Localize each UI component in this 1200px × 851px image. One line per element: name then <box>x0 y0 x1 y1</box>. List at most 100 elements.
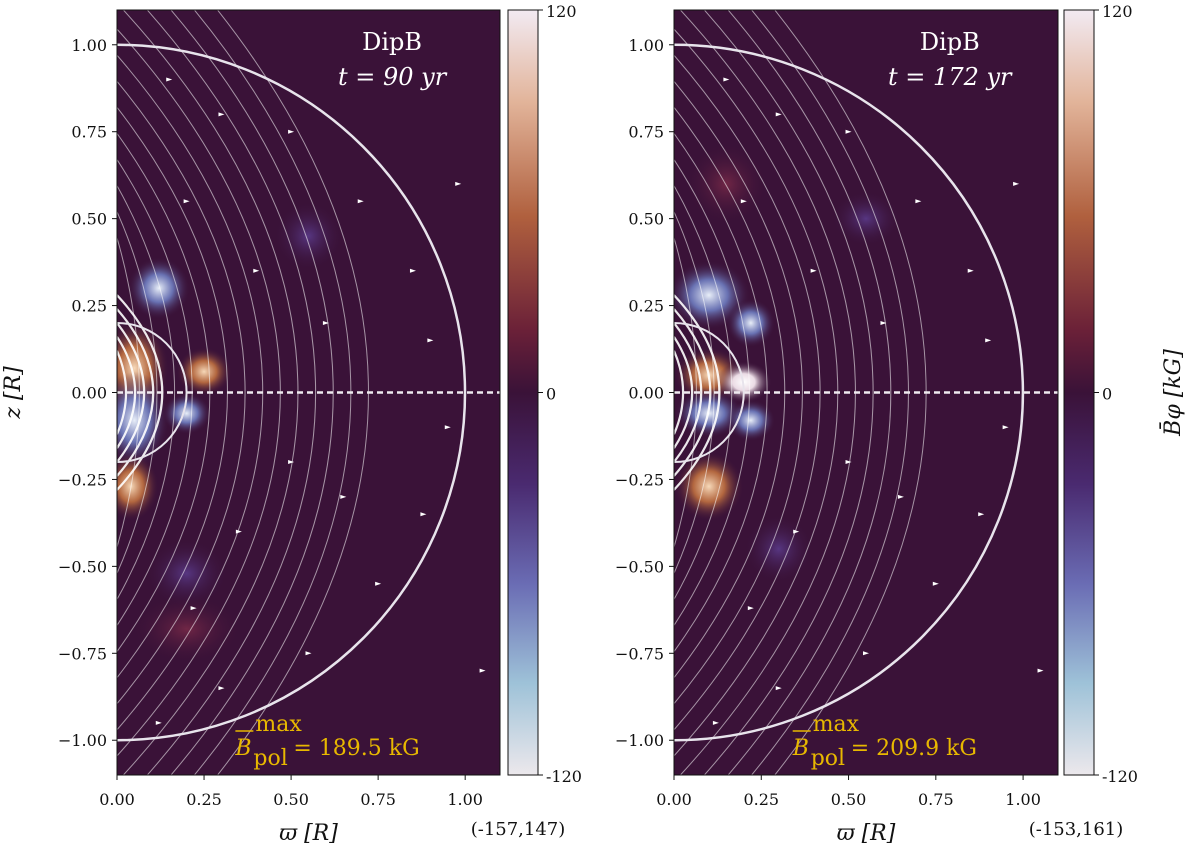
panel-1: 0.00 0.25 0.50 0.75 1.00 1.00 0.75 0.50 0.25 0.00… <box>1 2 582 846</box>
field-arrow <box>253 268 260 273</box>
y-tick-label: −1.00 <box>615 731 664 750</box>
field-arrow <box>845 129 852 134</box>
colorbar-tick-label: -120 <box>1102 767 1138 786</box>
field-layer <box>117 10 500 775</box>
field-blob <box>743 514 814 584</box>
y-tick-label: 1.00 <box>71 36 107 55</box>
field-line <box>170 10 334 775</box>
field-line <box>117 308 155 477</box>
colorbar-tick-label: -120 <box>546 767 582 786</box>
bpol-symbol: B <box>234 736 251 761</box>
case-label: DipB <box>362 28 422 56</box>
panel-2: 0.00 0.25 0.50 0.75 1.00 1.00 0.75 0.50 0.25 0.00… <box>615 2 1186 846</box>
field-arrow <box>845 460 852 465</box>
y-tick-label: 0.75 <box>628 123 664 142</box>
field-arrow <box>288 129 295 134</box>
field-arrow <box>322 320 329 325</box>
y-tick-label: 0.00 <box>628 384 664 403</box>
bpol-superscript: max <box>813 712 860 737</box>
field-arrow <box>747 606 754 611</box>
field-line <box>674 308 712 477</box>
y-tick-label: 0.25 <box>628 297 664 316</box>
field-line <box>146 10 316 775</box>
field-line <box>117 185 176 600</box>
y-tick-label: 0.50 <box>71 210 107 229</box>
field-blob <box>127 256 191 320</box>
bpol-value: = 209.9 kG <box>851 736 977 761</box>
field-arrow <box>932 581 939 586</box>
field-blob <box>831 190 901 247</box>
y-tick-label: 0.00 <box>71 384 107 403</box>
bpol-value: = 189.5 kG <box>293 736 419 761</box>
surface-circle <box>117 43 467 742</box>
field-arrow <box>985 338 992 343</box>
colorbar-label: B̄φ [kG] <box>1159 349 1186 437</box>
core-circle <box>674 321 745 464</box>
field-arrow <box>235 529 242 534</box>
field-arrow <box>166 77 173 82</box>
field-arrow <box>810 268 817 273</box>
field-arrow <box>420 512 427 517</box>
field-line <box>674 80 803 705</box>
x-tick-label: 0.75 <box>360 790 396 809</box>
y-tick-label: 0.50 <box>628 210 664 229</box>
field-line <box>674 322 703 463</box>
y-tick-label: 1.00 <box>628 36 664 55</box>
field-arrow <box>978 512 985 517</box>
case-label: DipB <box>920 28 980 56</box>
field-arrow <box>455 181 462 186</box>
colorbar-tick-label: 120 <box>1102 2 1133 21</box>
y-tick-label: −0.75 <box>58 644 107 663</box>
field-layer <box>674 10 1058 775</box>
time-label: t = 172 yr <box>888 63 1013 91</box>
field-arrow <box>775 686 782 691</box>
time-label: t = 90 yr <box>338 63 448 91</box>
field-arrow <box>288 460 295 465</box>
bpol-symbol: B <box>792 736 809 761</box>
field-arrow <box>1002 425 1009 430</box>
x-axis-label: ϖ [R] <box>837 821 896 846</box>
field-arrow <box>915 199 922 204</box>
x-tick-label: 0.25 <box>743 790 779 809</box>
field-arrow <box>340 494 347 499</box>
field-blob <box>684 142 769 226</box>
field-arrow <box>712 720 719 725</box>
field-line <box>674 336 694 449</box>
field-line <box>117 336 137 449</box>
colorbar-range: (-157,147) <box>471 819 566 840</box>
field-arrow <box>375 581 382 586</box>
field-arrow <box>1013 181 1020 186</box>
field-arrow <box>897 494 904 499</box>
field-arrow <box>775 112 782 117</box>
y-tick-label: −0.75 <box>615 644 664 663</box>
y-tick-label: 0.75 <box>71 123 107 142</box>
bpol-superscript: max <box>255 712 302 737</box>
field-arrow <box>190 606 197 611</box>
x-tick-label: 1.00 <box>447 790 483 809</box>
field-line <box>117 350 128 435</box>
field-arrow <box>444 425 451 430</box>
surface-circle <box>674 43 1025 742</box>
y-tick-label: −0.50 <box>615 557 664 576</box>
y-tick-label: −0.50 <box>58 557 107 576</box>
field-arrow <box>183 199 190 204</box>
field-blob <box>273 201 344 271</box>
field-line <box>117 322 146 463</box>
field-blob <box>144 538 229 609</box>
field-blob <box>130 594 243 664</box>
field-line <box>117 211 158 574</box>
field-arrow <box>409 268 416 273</box>
colorbar-tick-label: 120 <box>546 2 577 21</box>
y-tick-label: −0.25 <box>615 470 664 489</box>
bpol-subscript: pol <box>253 746 287 771</box>
colorbar-gradient <box>507 9 539 776</box>
field-blob <box>726 298 776 348</box>
field-arrow <box>967 268 974 273</box>
x-tick-label: 1.00 <box>1005 790 1041 809</box>
field-arrow <box>740 199 747 204</box>
field-arrow <box>723 77 730 82</box>
core-circle <box>117 321 188 464</box>
x-axis-label: ϖ [R] <box>279 821 338 846</box>
colorbar: 120 0 -120 B̄φ [kG] <box>1063 2 1186 786</box>
